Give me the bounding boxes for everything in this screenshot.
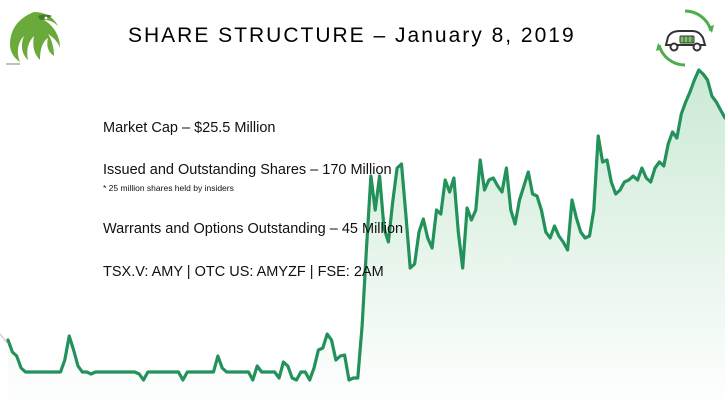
issued-shares: Issued and Outstanding Shares – 170 Mill… [103, 162, 392, 178]
price-area-fill [8, 70, 725, 408]
eagle-logo-icon [6, 12, 60, 65]
chart-tail-line [0, 333, 9, 345]
price-line [6, 68, 725, 382]
ticker-symbols: TSX.V: AMY | OTC US: AMYZF | FSE: 2AM [103, 264, 384, 280]
market-cap: Market Cap – $25.5 Million [103, 120, 276, 136]
slide-title: SHARE STRUCTURE – January 8, 2019 [128, 24, 576, 47]
warrants-options: Warrants and Options Outstanding – 45 Mi… [103, 221, 404, 237]
electric-car-recycle-icon [656, 9, 714, 67]
insider-note: * 25 million shares held by insiders [103, 183, 234, 193]
